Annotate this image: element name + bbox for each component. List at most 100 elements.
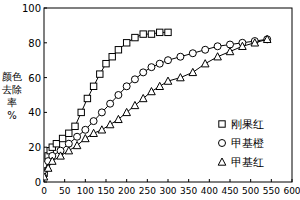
point xyxy=(82,135,90,142)
point xyxy=(148,88,156,95)
point xyxy=(115,115,123,122)
point xyxy=(65,147,73,154)
y-tick-label: 80 xyxy=(28,38,41,49)
point xyxy=(131,76,138,83)
series-line xyxy=(44,39,267,176)
point xyxy=(177,74,185,81)
point xyxy=(139,94,147,101)
chart: 0204060801000501001502002503003504004505… xyxy=(0,0,300,200)
x-tick xyxy=(250,179,251,182)
point xyxy=(107,100,114,107)
x-tick xyxy=(292,179,293,182)
x-tick-label: 250 xyxy=(139,186,156,196)
series-line xyxy=(44,32,168,173)
point xyxy=(90,129,98,136)
point xyxy=(202,46,209,53)
legend-label: 甲基红 xyxy=(231,156,264,169)
x-tick xyxy=(126,179,127,182)
y-tick-label: 40 xyxy=(28,107,41,118)
point xyxy=(97,71,103,77)
point xyxy=(165,29,171,35)
point xyxy=(251,39,259,46)
x-tick-label: 150 xyxy=(97,186,114,196)
y-tick xyxy=(44,77,47,78)
point xyxy=(156,60,163,67)
point xyxy=(177,53,184,60)
point xyxy=(98,109,105,116)
point xyxy=(157,29,163,35)
point xyxy=(201,60,209,67)
point xyxy=(109,54,115,60)
point xyxy=(156,82,164,89)
point xyxy=(263,35,271,42)
x-tick-label: 350 xyxy=(180,186,197,196)
point xyxy=(74,133,81,140)
point xyxy=(90,118,97,125)
point xyxy=(53,141,59,147)
x-tick xyxy=(85,179,86,182)
point xyxy=(44,164,52,171)
point xyxy=(214,43,221,50)
point xyxy=(106,121,114,128)
y-tick xyxy=(44,42,47,43)
point xyxy=(66,130,72,136)
x-tick xyxy=(209,179,210,182)
y-axis-label: 颜色去除率% xyxy=(2,71,22,121)
point xyxy=(239,42,247,49)
legend-marker xyxy=(219,140,226,147)
legend-marker xyxy=(219,121,225,127)
point xyxy=(123,83,130,90)
point xyxy=(72,123,78,129)
y-tick xyxy=(44,112,47,113)
legend: 刚果红甲基橙甲基红 xyxy=(218,118,264,169)
x-tick xyxy=(147,179,148,182)
point xyxy=(90,83,96,89)
point xyxy=(214,53,222,60)
x-tick xyxy=(188,179,189,182)
y-axis-label-line: % xyxy=(7,110,17,121)
point xyxy=(123,40,129,46)
point xyxy=(140,31,146,37)
x-tick-label: 400 xyxy=(201,186,218,196)
series-line xyxy=(44,39,267,173)
point xyxy=(189,50,196,57)
point xyxy=(123,108,131,115)
y-axis-label-line: 率 xyxy=(7,97,17,108)
point xyxy=(148,64,155,71)
x-tick xyxy=(230,179,231,182)
y-tick xyxy=(44,8,47,9)
y-tick-label: 20 xyxy=(28,142,41,153)
y-tick-label: 100 xyxy=(22,3,41,14)
x-tick-label: 0 xyxy=(41,186,47,196)
y-axis-label-line: 颜色 xyxy=(2,71,22,82)
y-axis-label-line: 去除 xyxy=(2,84,22,95)
x-tick xyxy=(168,179,169,182)
point xyxy=(189,68,197,75)
point xyxy=(57,152,65,159)
point xyxy=(78,109,84,115)
point xyxy=(115,92,122,99)
x-tick xyxy=(64,179,65,182)
x-tick-label: 100 xyxy=(77,186,94,196)
plot-frame xyxy=(44,8,292,182)
point xyxy=(59,135,65,141)
x-tick xyxy=(271,179,272,182)
y-tick-label: 0 xyxy=(35,177,41,188)
point xyxy=(264,36,271,43)
point xyxy=(48,157,56,164)
point xyxy=(164,77,172,84)
x-tick-label: 550 xyxy=(263,186,280,196)
point xyxy=(140,69,147,76)
point xyxy=(73,141,81,148)
point xyxy=(82,126,89,133)
point xyxy=(103,60,109,66)
legend-label: 刚果红 xyxy=(231,118,264,131)
x-tick-label: 50 xyxy=(59,186,71,196)
x-tick-label: 500 xyxy=(242,186,259,196)
point xyxy=(131,101,139,108)
point xyxy=(98,126,106,133)
x-tick-label: 600 xyxy=(283,186,300,196)
plot-area xyxy=(44,29,271,180)
point xyxy=(226,48,234,55)
point xyxy=(115,47,121,53)
